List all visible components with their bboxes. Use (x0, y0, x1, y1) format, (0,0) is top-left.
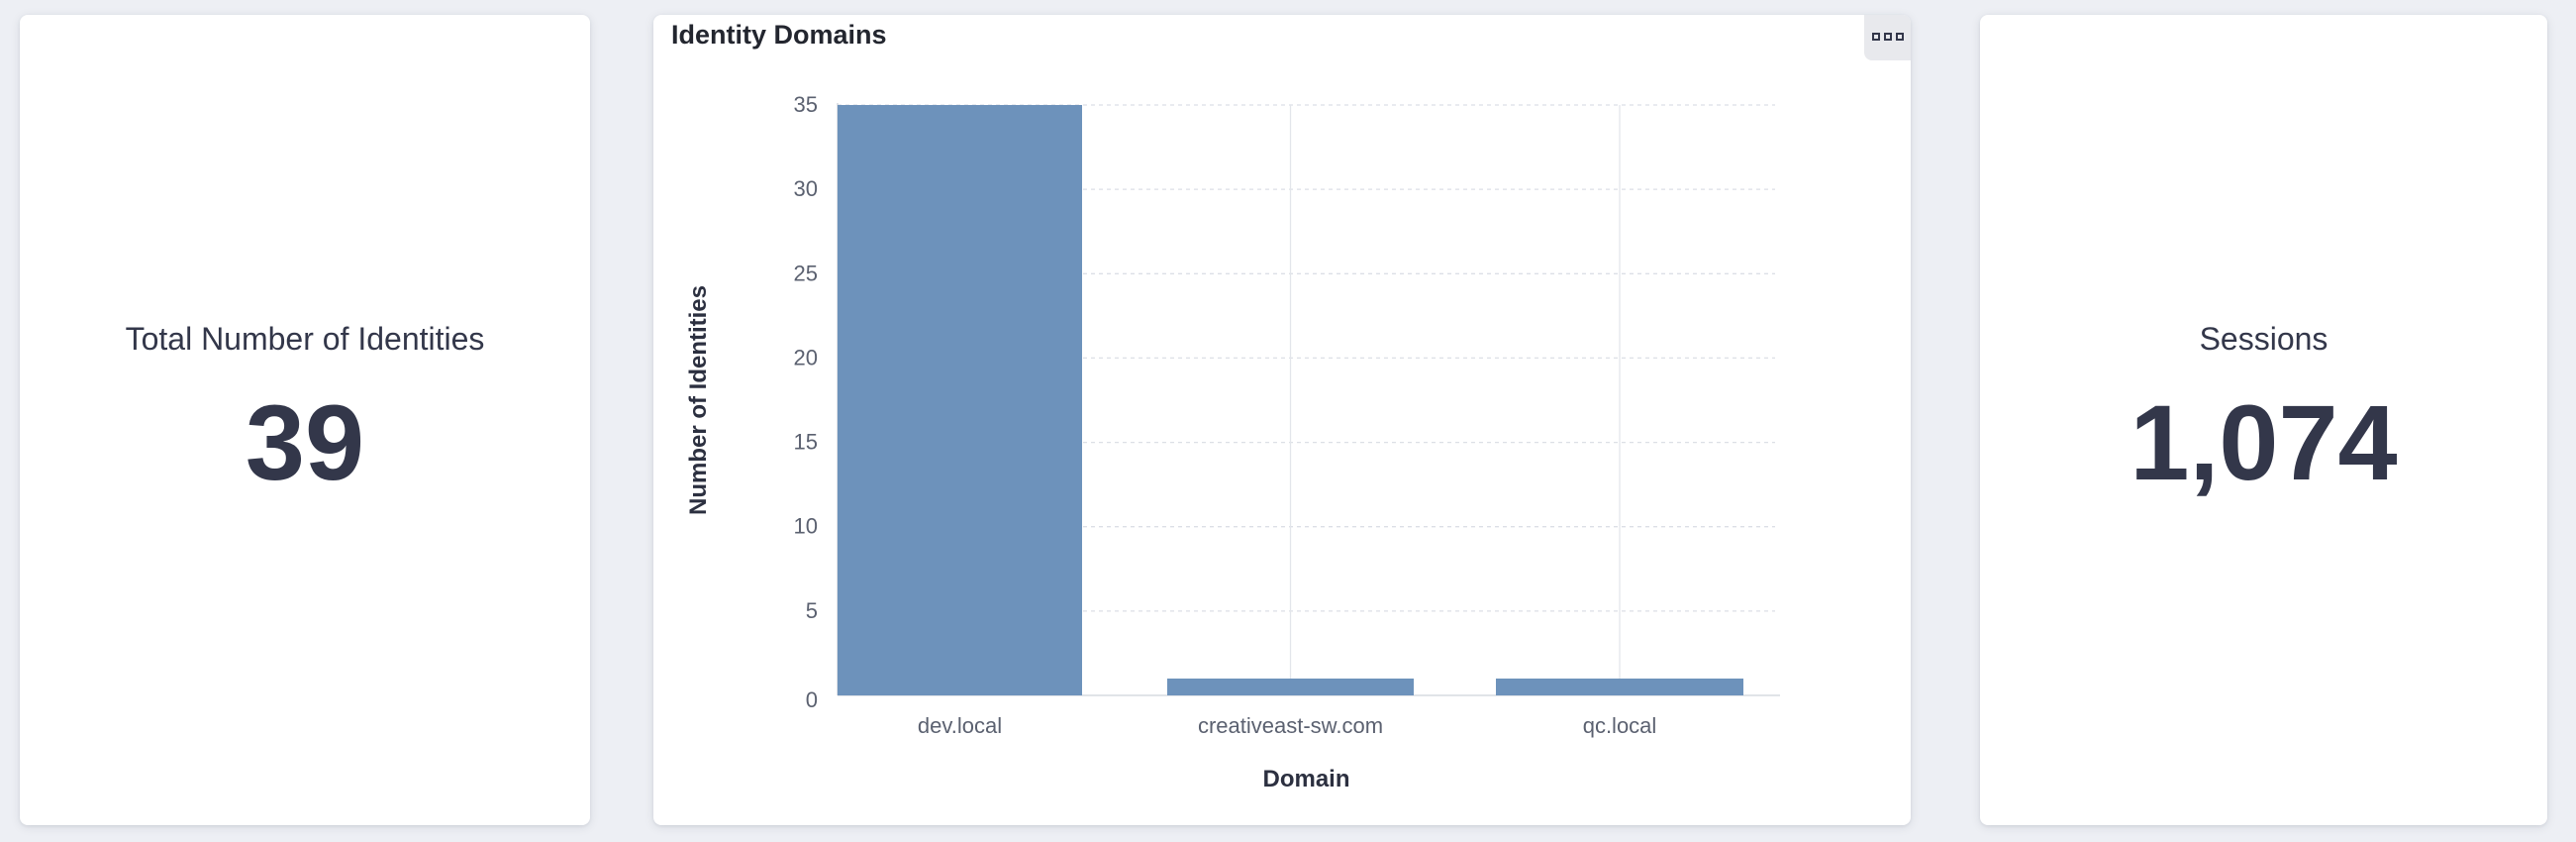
svg-text:Number of Identities: Number of Identities (685, 285, 712, 515)
svg-text:30: 30 (794, 176, 818, 201)
svg-text:20: 20 (794, 345, 818, 369)
svg-text:15: 15 (794, 430, 818, 455)
svg-text:25: 25 (794, 261, 818, 285)
svg-text:qc.local: qc.local (1583, 713, 1657, 738)
svg-text:5: 5 (806, 598, 818, 623)
svg-text:0: 0 (806, 687, 818, 712)
svg-text:10: 10 (794, 514, 818, 539)
svg-text:Domain: Domain (1262, 766, 1349, 792)
svg-text:35: 35 (794, 92, 818, 117)
svg-text:creativeast-sw.com: creativeast-sw.com (1198, 713, 1383, 738)
svg-text:dev.local: dev.local (918, 713, 1002, 738)
